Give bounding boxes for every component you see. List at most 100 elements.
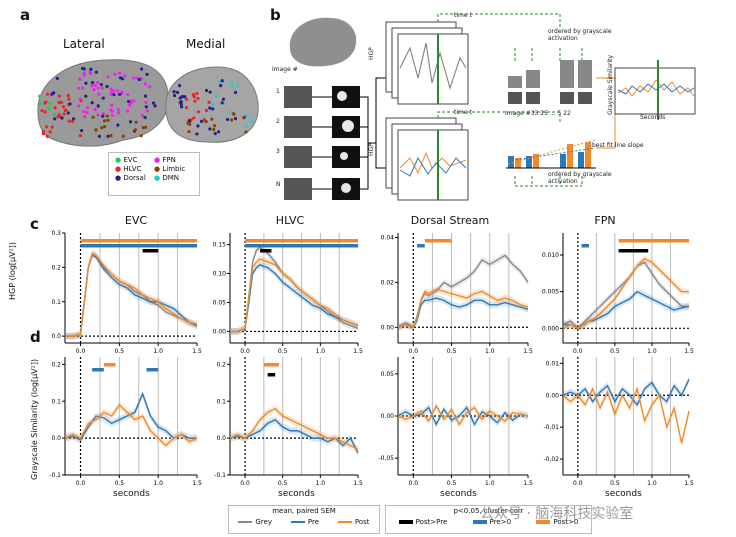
bar-swatch-icon — [472, 520, 487, 524]
line-swatch-icon — [337, 521, 352, 523]
electrode-dot — [217, 130, 221, 134]
electrode-dot — [228, 110, 232, 114]
electrode-dot — [144, 100, 148, 105]
region-dot-icon: ● — [154, 165, 163, 173]
electrode-dot — [245, 125, 249, 129]
electrode-dot — [96, 104, 100, 108]
series-line-post — [397, 288, 529, 329]
electrode-dot — [76, 86, 81, 90]
electrode-dot — [130, 99, 134, 103]
row-label-3: 3 — [276, 148, 280, 155]
electrode-dot — [92, 88, 96, 92]
electrode-dot — [78, 97, 82, 101]
y-tick-label: 0.15 — [213, 242, 227, 249]
sem-band-post — [398, 402, 528, 428]
electrode-dot — [52, 112, 57, 116]
electrode-dot — [38, 102, 43, 106]
line-legend-label: Pre — [307, 518, 320, 526]
title-fpn: FPN — [594, 214, 616, 227]
y-tick-label: 0.005 — [542, 289, 559, 296]
x-tick-label: 1.0 — [647, 348, 657, 355]
electrode-dot — [50, 125, 54, 129]
y-tick-label: 0.01 — [546, 360, 560, 367]
electrode-dot — [101, 114, 105, 118]
chart-c-evc: 0.0 0.1 0.2 0.3 0.0 0.5 1.0 1.5 — [51, 230, 201, 355]
y-tick-label: 0.3 — [51, 230, 61, 237]
plot-area — [563, 357, 689, 475]
electrode-dot — [137, 77, 141, 82]
x-tick-label: 0.5 — [610, 480, 620, 487]
electrode-dot — [187, 119, 191, 123]
electrode-dot — [77, 104, 81, 108]
region-legend-item: ● FPN — [154, 156, 193, 164]
xlabel-1: seconds — [113, 489, 150, 499]
electrode-dot — [233, 90, 238, 94]
x-tick-label: 0.5 — [115, 480, 125, 487]
x-tick-label: 1.0 — [153, 480, 163, 487]
sem-band-pre — [230, 416, 358, 457]
region-legend-label: FPN — [162, 156, 176, 164]
electrode-dot — [110, 113, 114, 118]
y-tick-label: -0.01 — [543, 424, 559, 431]
electrode-dot — [40, 108, 44, 113]
electrode-dot — [100, 86, 104, 90]
series-line-grey — [562, 261, 689, 330]
x-tick-label: 0.0 — [573, 480, 583, 487]
x-tick-label: 1.5 — [684, 480, 694, 487]
watermark: 公众号 · 脑海科技实验室 — [480, 506, 634, 522]
electrode-dot — [218, 80, 222, 84]
electrode-dot — [109, 92, 113, 96]
x-tick-label: 0.5 — [278, 480, 288, 487]
electrode-dot — [66, 93, 70, 98]
electrode-dot — [175, 90, 180, 95]
region-legend-item: ● DMN — [154, 174, 193, 182]
x-tick-label: 1.5 — [523, 480, 533, 487]
electrode-dot — [187, 130, 191, 134]
sem-band-post — [65, 401, 197, 450]
best-fit-label: best fit line slope — [592, 142, 644, 149]
series-line-pre — [397, 406, 529, 427]
sig-legend-title: p<0.05, cluster-corr — [453, 507, 524, 515]
electrode-dot — [83, 114, 87, 119]
chart-c-hlvc: 0.00 0.05 0.10 0.15 0.0 0.5 1.0 1.5 — [213, 233, 363, 355]
sig-bar-post-gt-0 — [424, 239, 452, 243]
panel-d-label: d — [30, 328, 41, 346]
y-tick-label: 0.000 — [542, 325, 559, 332]
electrode-dot — [179, 100, 183, 104]
region-dot-icon: ● — [154, 174, 163, 182]
electrode-dot — [64, 108, 68, 112]
electrode-dot — [106, 118, 110, 122]
electrode-dot — [172, 90, 176, 94]
electrode-dot — [79, 128, 84, 133]
x-tick-label: 0.0 — [573, 348, 583, 355]
electrode-dot — [68, 102, 72, 106]
line-legend-label: Grey — [255, 518, 273, 526]
series-line-post — [64, 403, 198, 447]
electrode-dots — [38, 66, 254, 138]
sig-legend-label: Pre>0 — [489, 518, 512, 526]
region-legend-label: HLVC — [123, 165, 142, 173]
y-tick-label: 0.10 — [213, 271, 227, 278]
electrode-dot — [91, 115, 95, 119]
sig-bar-pre-gt-0 — [80, 244, 197, 248]
electrode-dot — [144, 105, 148, 109]
electrode-dot — [229, 80, 233, 84]
electrode-dot — [71, 119, 75, 123]
panel-b-schematic — [284, 13, 696, 201]
x-tick-label: 1.0 — [316, 480, 326, 487]
x-tick-label: 0.5 — [115, 348, 125, 355]
electrode-dot — [102, 119, 107, 123]
electrode-dot — [211, 107, 215, 111]
electrode-dot — [179, 105, 184, 109]
electrode-dot — [196, 124, 200, 128]
electrode-dot — [78, 134, 82, 138]
x-tick-label: 1.0 — [316, 348, 326, 355]
sem-band-post — [563, 255, 689, 332]
y-tick-label: 0.02 — [381, 279, 395, 286]
region-legend-item: ● EVC — [115, 156, 154, 164]
plot-area — [230, 357, 358, 475]
sig-legend-label: Post>0 — [553, 518, 579, 526]
chart-c-fpn: 0.000 0.005 0.010 0.0 0.5 1.0 1.5 — [542, 233, 694, 355]
electrode-dot — [236, 84, 240, 89]
electrode-dot — [140, 67, 144, 71]
